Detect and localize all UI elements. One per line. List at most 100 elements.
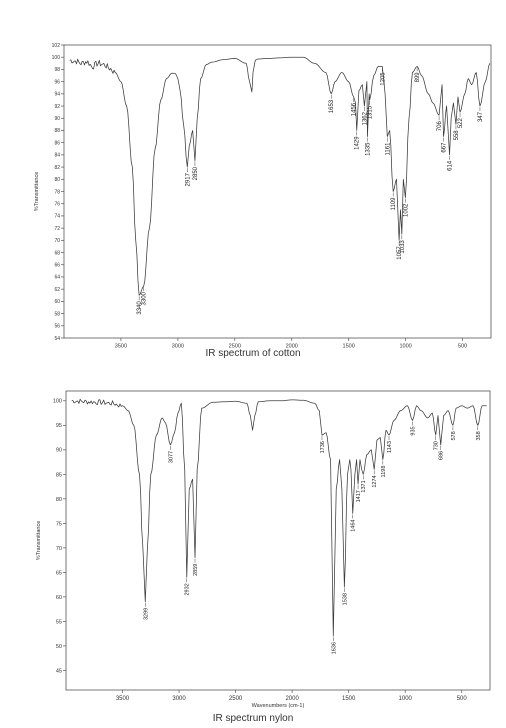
y-tick-label: 80	[56, 497, 62, 503]
peak-label: 935	[411, 426, 417, 435]
peak-label: 1636	[331, 642, 337, 654]
y-tick-label: 75	[56, 521, 62, 527]
y-tick-label: 90	[56, 448, 62, 454]
peak-label: 899	[415, 72, 421, 83]
peak-label: 614	[448, 160, 454, 171]
x-tick-label: 1000	[399, 696, 413, 702]
peak-label: 667	[442, 142, 448, 153]
peak-label: 1109	[391, 197, 397, 211]
cotton-spectrum-panel: 3500 3000 2500 2000 1500 1000 500 54 56 58 60 62 64 6…	[34, 43, 492, 359]
peak-label: 1335	[365, 142, 371, 156]
y-tick-label: 68	[54, 250, 60, 256]
y-tick-label: 85	[56, 472, 62, 478]
y-tick-label: 60	[56, 595, 62, 601]
peak-label: 1417	[356, 490, 362, 502]
peak-label: 3340	[137, 301, 143, 315]
y-tick-label: 55	[56, 619, 62, 625]
y-tick-label: 100	[53, 399, 62, 405]
y-tick-label: 54	[54, 336, 60, 342]
peak-label: 730	[434, 441, 440, 450]
y-tick-label: 45	[56, 668, 62, 674]
y-tick-label: 84	[54, 153, 60, 159]
y-tick-label: 60	[54, 299, 60, 305]
y-tick-label: 94	[54, 92, 60, 98]
peak-label: 1002	[403, 203, 409, 217]
peak-label: 1371	[361, 480, 367, 492]
peak-label: 347	[478, 111, 484, 122]
y-tick-label: 70	[56, 546, 62, 552]
x-tick-label: 500	[458, 344, 467, 349]
peak-label: 558	[454, 130, 460, 141]
x-tick-label: 1000	[399, 344, 411, 349]
peak-label: 2850	[193, 166, 199, 180]
y-axis-label: %Transmittance	[34, 172, 40, 212]
y-tick-label: 95	[56, 423, 62, 429]
peak-label: 1205	[380, 72, 386, 86]
y-tick-label: 65	[56, 570, 62, 576]
x-tick-label: 3500	[116, 696, 130, 702]
y-tick-label: 80	[54, 177, 60, 183]
spectrum-line	[71, 398, 487, 637]
peak-label: 3300	[142, 291, 148, 305]
y-tick-label: 90	[54, 116, 60, 122]
spectrum-line	[69, 56, 491, 296]
y-axis-label: %Transmittance	[36, 521, 42, 561]
peak-label: 3077	[168, 451, 174, 463]
peak-label: 2859	[193, 564, 199, 576]
y-tick-label: 58	[54, 311, 60, 317]
y-tick-label: 96	[54, 79, 60, 85]
peak-label: 578	[451, 431, 457, 440]
peak-label: 2932	[185, 583, 191, 595]
x-tick-label: 2000	[285, 696, 299, 702]
x-tick-label: 3000	[172, 344, 184, 349]
peak-label: 1429	[355, 136, 361, 150]
y-tick-label: 56	[54, 324, 60, 330]
y-tick-label: 72	[54, 226, 60, 232]
nylon-chart-caption: IR spectrum nylon	[212, 713, 294, 724]
y-tick-label: 102	[52, 43, 61, 49]
peak-label: 1161	[385, 142, 391, 156]
peak-label: 522	[458, 117, 464, 128]
x-tick-label: 3000	[172, 696, 186, 702]
y-tick-label: 50	[56, 644, 62, 650]
plot-frame	[63, 44, 492, 339]
y-tick-label: 78	[54, 189, 60, 195]
peak-label: 3299	[143, 608, 149, 620]
y-tick-label: 100	[52, 55, 61, 61]
y-tick-label: 76	[54, 201, 60, 207]
cotton-ir-chart: 3500 3000 2500 2000 1500 1000 500 54 56 58 60 62 64 6…	[34, 43, 492, 349]
peak-label: 1456	[352, 102, 358, 116]
peak-label: 1033	[400, 240, 406, 254]
x-tick-label: 1500	[343, 344, 355, 349]
y-tick-label: 64	[54, 275, 60, 281]
peak-label: 2917	[185, 172, 191, 186]
peak-label: 1464	[351, 520, 357, 532]
x-tick-label: 3500	[115, 344, 127, 349]
y-tick-label: 92	[54, 104, 60, 110]
peak-label: 1736	[320, 441, 326, 453]
x-axis-label: Wavenumbers (cm-1)	[252, 703, 305, 709]
x-tick-label: 500	[457, 696, 468, 702]
peak-label: 1198	[381, 466, 387, 478]
peak-label: 358	[476, 431, 482, 440]
cotton-chart-caption: IR spectrum of cotton	[205, 348, 301, 359]
x-tick-label: 1500	[342, 696, 356, 702]
y-tick-label: 88	[54, 128, 60, 134]
x-tick-label: 2500	[229, 696, 243, 702]
peak-label: 1362	[362, 111, 368, 125]
peak-label: 1538	[342, 593, 348, 605]
y-tick-label: 66	[54, 263, 60, 269]
y-tick-label: 62	[54, 287, 60, 293]
y-tick-label: 70	[54, 238, 60, 244]
peak-label: 1274	[372, 475, 378, 487]
nylon-ir-chart: 3500 3000 2500 2000 1500 1000 500 45 50 55 60 65 70 7…	[36, 390, 491, 709]
y-tick-label: 98	[54, 67, 60, 73]
peak-label: 686	[439, 451, 445, 460]
x-tick-label: 2000	[286, 344, 298, 349]
y-tick-label: 74	[54, 214, 60, 220]
peak-label: 1653	[329, 99, 335, 113]
peak-label: 706	[437, 121, 443, 132]
plot-frame	[65, 390, 491, 691]
peak-label: 1057	[397, 246, 403, 260]
peak-label: 1315	[368, 105, 374, 119]
